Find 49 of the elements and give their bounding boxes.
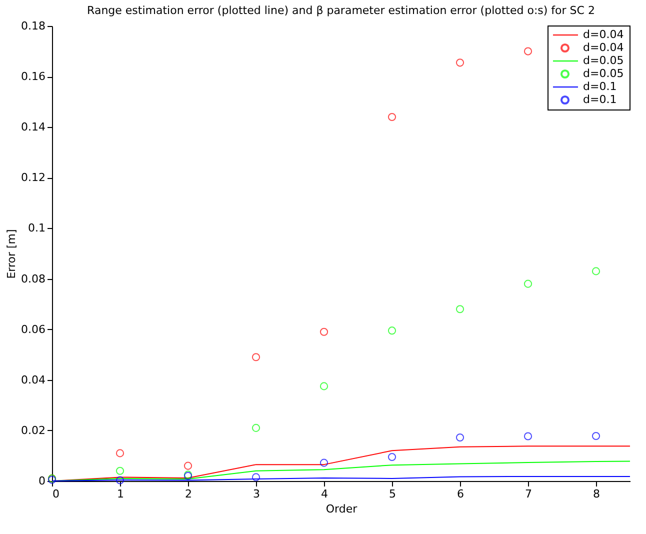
x-tick-label: 7 [525,488,532,500]
y-tick-label: 0.18 [21,20,46,32]
y-tick-label: 0.06 [21,322,46,336]
legend-label: d=0.05 [583,54,624,67]
y-tick-label: 0.14 [21,120,46,134]
point [592,432,600,440]
x-tick-label: 3 [253,488,260,500]
x-tick-label: 2 [185,488,192,500]
point [320,458,328,467]
legend-label: d=0.04 [583,28,624,41]
point [388,452,396,462]
x-tick-label: 5 [389,488,396,500]
x-tick-label: 0 [52,488,60,500]
point [252,424,260,432]
y-tick-label: 0.1 [28,222,46,235]
point [456,433,464,442]
y-tick-label: 0.08 [21,272,46,286]
point [184,462,192,470]
x-tick-label: 4 [321,488,328,500]
point [524,280,532,288]
point [388,326,396,335]
point [116,466,124,475]
legend-label: d=0.1 [583,93,617,106]
point [116,449,124,458]
y-tick-label: 0 [38,474,46,488]
point [320,382,328,390]
point [388,112,396,122]
point [320,328,328,336]
y-tick-label: 0.12 [21,171,46,184]
point [116,476,124,484]
legend-label: d=0.1 [583,80,617,93]
chart-title: Range estimation error (plotted line) and β parameter estimation error (plotted o:s) for SC 2 [87,4,595,17]
point [524,47,532,56]
y-tick-label: 0.04 [21,373,46,386]
point [592,267,600,276]
x-axis-title: Order [326,502,358,516]
x-tick-label: 8 [593,488,600,500]
legend-label: d=0.05 [583,67,624,80]
point [456,305,464,314]
y-tick-label: 0.16 [21,70,46,84]
point [524,432,532,440]
y-tick-label: 0.02 [21,424,46,437]
x-tick-label: 1 [117,488,124,500]
x-tick-label: 6 [457,488,464,500]
legend-label: d=0.04 [583,41,624,54]
point [456,58,464,67]
y-axis-title: Error [m] [5,229,18,279]
point [252,353,260,362]
point [252,473,260,482]
